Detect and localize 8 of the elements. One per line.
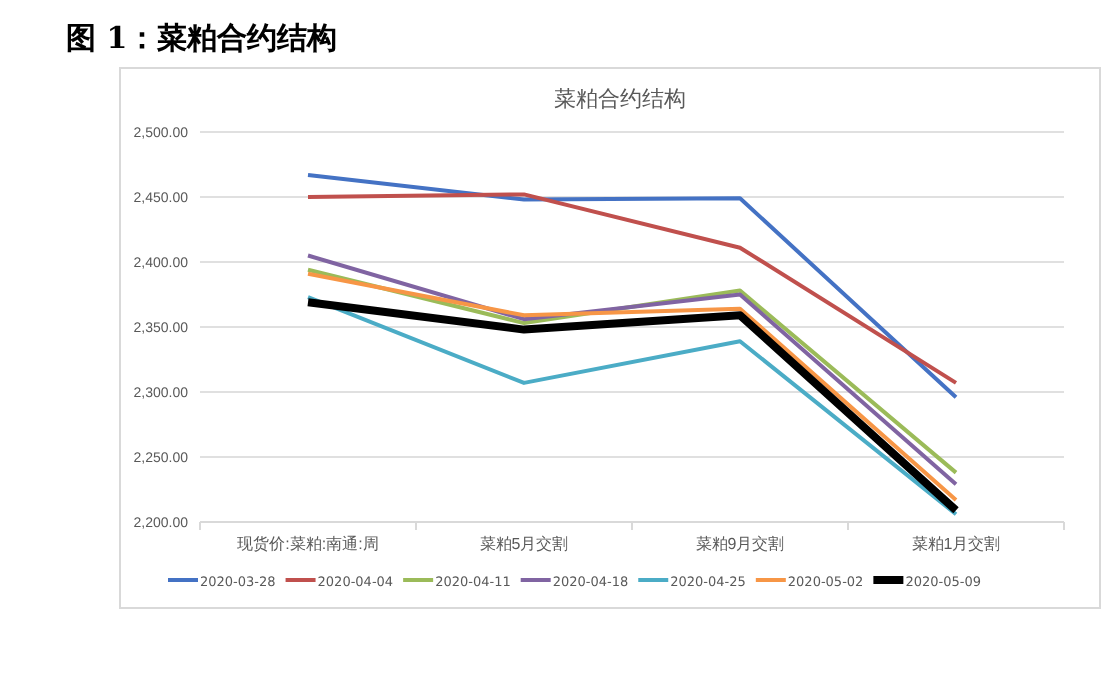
x-tick-label: 菜粕9月交割: [695, 535, 785, 554]
chart-subtitle: 菜粕合约结构: [554, 86, 686, 112]
x-tick-label: 菜粕1月交割: [911, 535, 1001, 554]
x-tick-label: 现货价:菜粕:南通:周: [237, 535, 379, 554]
line-series: [306, 192, 958, 385]
line-series: [306, 172, 958, 400]
chart-title: 图 1：菜粕合约结构: [66, 20, 338, 56]
x-tick-label: 菜粕5月交割: [479, 535, 569, 554]
